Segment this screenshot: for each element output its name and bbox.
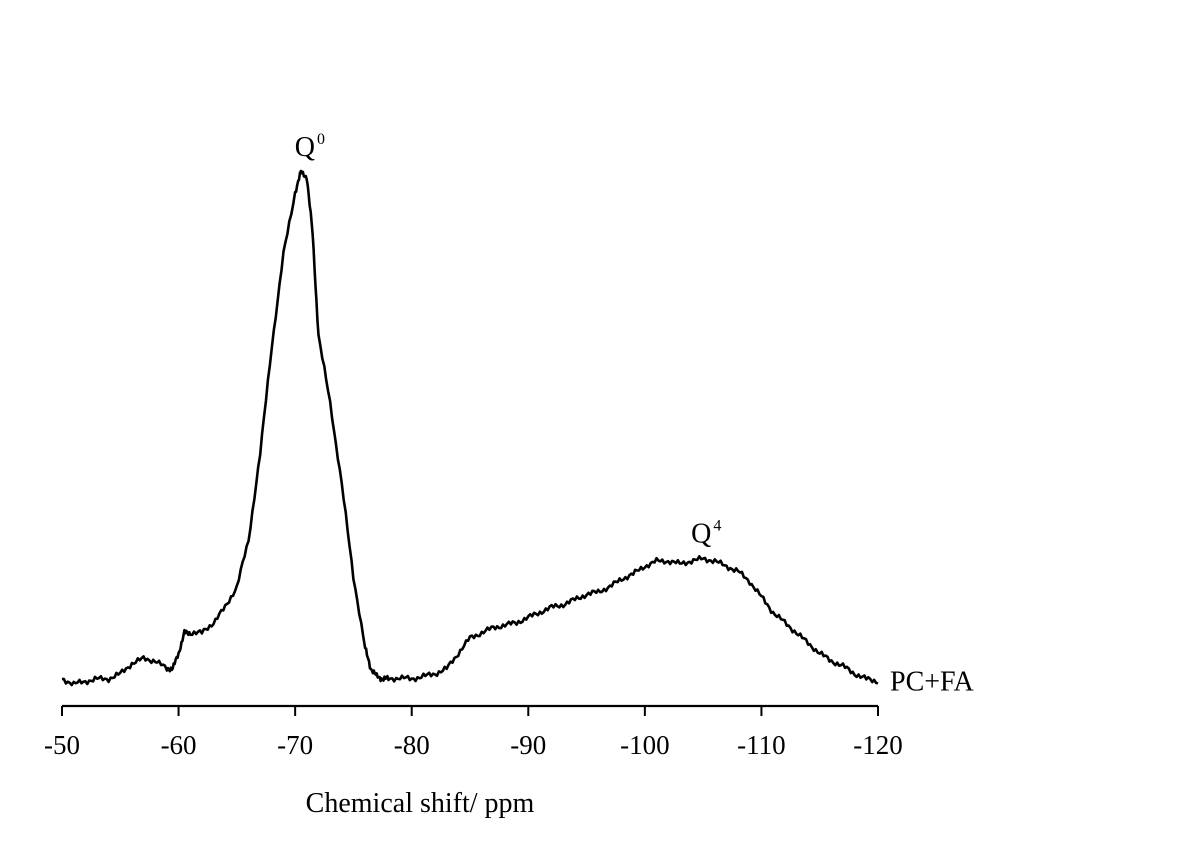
x-tick-label: -80 <box>394 730 430 760</box>
peak-annotations: Q 0 Q 4 <box>295 131 722 550</box>
x-tick-label: -70 <box>277 730 313 760</box>
series-label: PC+FA <box>890 666 975 697</box>
x-tick-label: -90 <box>510 730 546 760</box>
x-tick-label: -120 <box>853 730 903 760</box>
x-tick-label: -50 <box>44 730 80 760</box>
x-axis-title: Chemical shift/ ppm <box>306 788 535 819</box>
x-tick-label: -60 <box>161 730 197 760</box>
x-tick-label: -100 <box>620 730 670 760</box>
x-axis-tick-labels: -50 -60 -70 -80 -90 -100 -110 -120 <box>44 730 903 760</box>
x-axis-ticks <box>61 706 879 716</box>
plot-area <box>61 169 879 687</box>
spectrum-line-pc-fa <box>61 169 879 687</box>
x-tick-label: -110 <box>737 730 786 760</box>
